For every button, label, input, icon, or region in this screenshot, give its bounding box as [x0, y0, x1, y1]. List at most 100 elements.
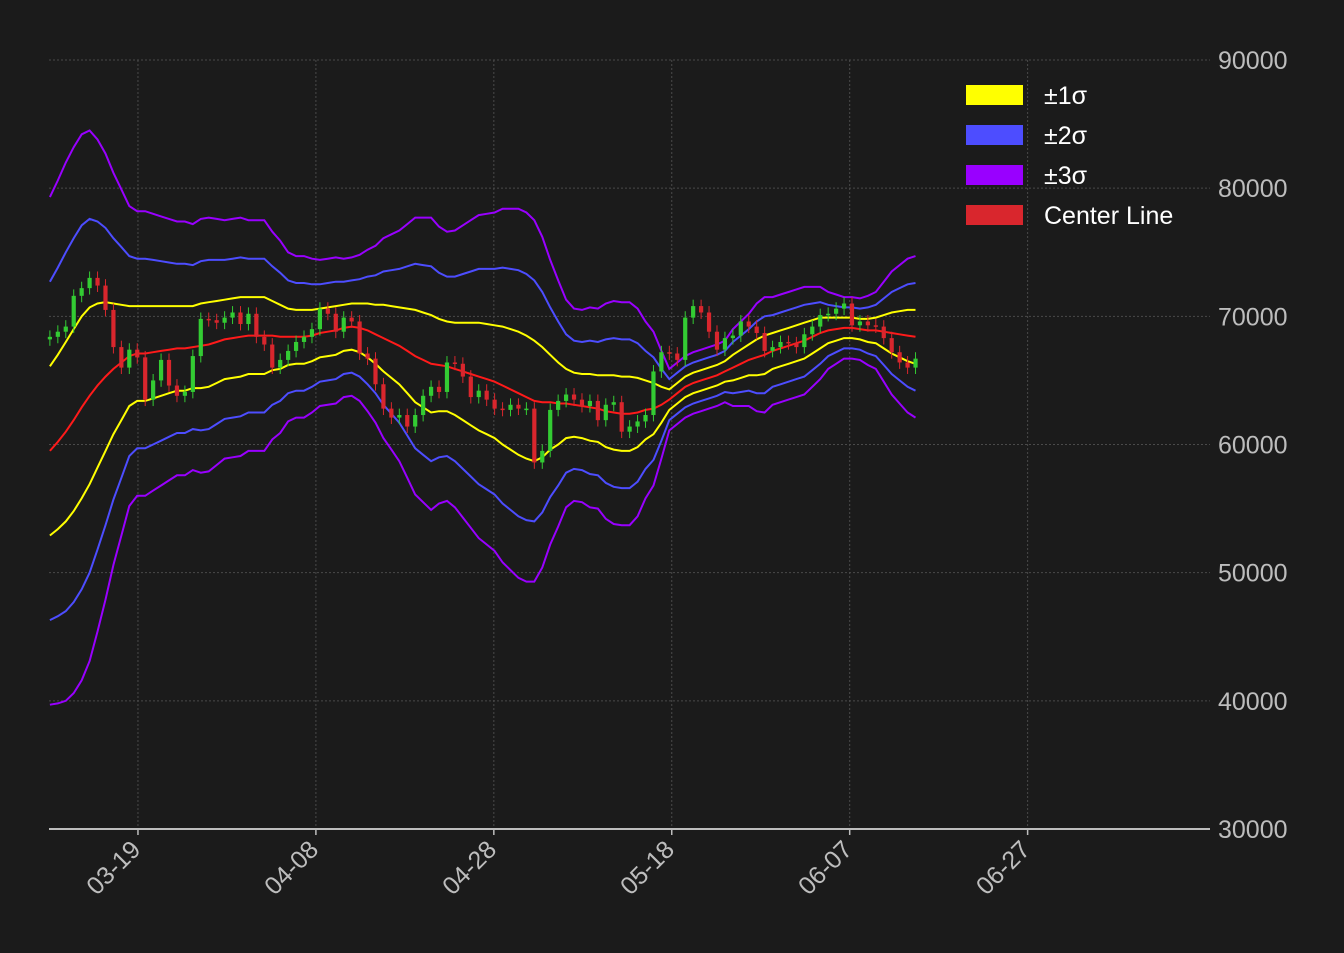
candle-body — [222, 317, 227, 323]
candle-body — [444, 362, 450, 392]
candle-body — [913, 358, 918, 368]
candle-body — [333, 313, 338, 332]
candle-body — [428, 386, 434, 396]
candle-body — [722, 338, 728, 350]
candle-body — [699, 306, 704, 313]
candle-body — [651, 371, 656, 416]
candle-body — [270, 344, 275, 368]
candle-body — [119, 347, 124, 368]
candle-body — [611, 402, 616, 405]
candle-body — [47, 336, 52, 340]
candle-body — [79, 288, 84, 296]
candle-body — [889, 338, 894, 353]
candle-body — [826, 313, 831, 316]
candle-body — [810, 326, 815, 335]
candle-body — [460, 363, 465, 377]
candle-body — [87, 277, 92, 289]
candle-body — [730, 335, 735, 339]
candle-body — [405, 415, 410, 427]
candle-body — [190, 356, 195, 392]
candle-body — [841, 303, 847, 309]
candle-body — [206, 318, 211, 321]
candle-body — [595, 400, 600, 421]
candle-body — [166, 359, 172, 386]
candle-body — [365, 353, 370, 359]
candle-body — [135, 349, 140, 358]
candle-body — [309, 329, 315, 337]
legend-swatch — [966, 125, 1023, 145]
y-tick-label: 70000 — [1218, 303, 1288, 331]
candle-body — [857, 321, 863, 326]
candle-body — [278, 359, 283, 368]
candle-body — [508, 404, 513, 410]
candle-body — [627, 426, 632, 432]
candle-body — [293, 341, 299, 351]
candle-body — [579, 399, 585, 407]
candle-body — [897, 352, 902, 363]
candle-body — [397, 415, 402, 418]
candle-body — [714, 331, 720, 350]
candle-body — [834, 308, 839, 314]
candle-body — [286, 350, 291, 360]
candle-body — [849, 303, 855, 326]
candle-body — [635, 421, 640, 427]
candle-body — [659, 352, 664, 372]
candle-body — [762, 332, 767, 351]
legend-label: ±1σ — [1044, 82, 1088, 110]
candle-body — [262, 336, 267, 345]
candle-body — [71, 295, 76, 327]
candle-body — [786, 341, 791, 344]
candle-body — [818, 315, 823, 327]
candle-body — [349, 317, 354, 322]
candle-body — [246, 313, 251, 325]
candle-body — [111, 309, 116, 348]
candle-body — [254, 313, 259, 337]
y-tick-label: 60000 — [1218, 432, 1288, 460]
candle-body — [389, 408, 394, 418]
band-2sigma-upper — [49, 217, 916, 381]
candle-body — [413, 415, 418, 427]
candle-body — [643, 415, 648, 422]
candle-body — [174, 385, 180, 396]
candle-body — [516, 404, 521, 409]
candle-body — [778, 341, 783, 348]
candle-body — [95, 277, 100, 286]
candle-body — [619, 402, 624, 432]
legend: ±1σ ±2σ ±3σ Center Line — [966, 82, 1173, 230]
candle-body — [55, 331, 60, 337]
candle-body — [468, 376, 473, 398]
candle-body — [706, 312, 712, 332]
legend-swatch — [966, 205, 1023, 225]
candle-body — [603, 404, 608, 421]
candle-body — [540, 450, 545, 463]
candlesticks — [47, 271, 918, 469]
candle-body — [158, 359, 164, 381]
candle-body — [532, 408, 537, 463]
candle-body — [873, 325, 878, 327]
candle-body — [436, 386, 442, 392]
candle-body — [548, 409, 553, 451]
candle-body — [683, 317, 688, 360]
candle-body — [770, 347, 775, 351]
candle-body — [182, 391, 187, 396]
candle-body — [381, 384, 386, 409]
candle-body — [754, 326, 759, 333]
candle-body — [667, 352, 672, 354]
candle-body — [675, 353, 680, 360]
y-tick-label: 50000 — [1218, 560, 1288, 588]
y-tick-label: 30000 — [1218, 816, 1288, 844]
legend-swatch — [966, 85, 1023, 105]
candle-body — [905, 362, 910, 368]
candle-body — [881, 326, 886, 339]
candle-body — [143, 357, 148, 400]
center-line — [49, 325, 916, 452]
candle-body — [865, 321, 870, 326]
candle-body — [357, 321, 362, 354]
legend-swatch — [966, 165, 1023, 185]
candle-body — [325, 308, 330, 314]
candle-body — [556, 400, 561, 410]
candle-body — [151, 380, 156, 400]
candle-body — [103, 285, 108, 310]
candle-body — [230, 312, 235, 318]
